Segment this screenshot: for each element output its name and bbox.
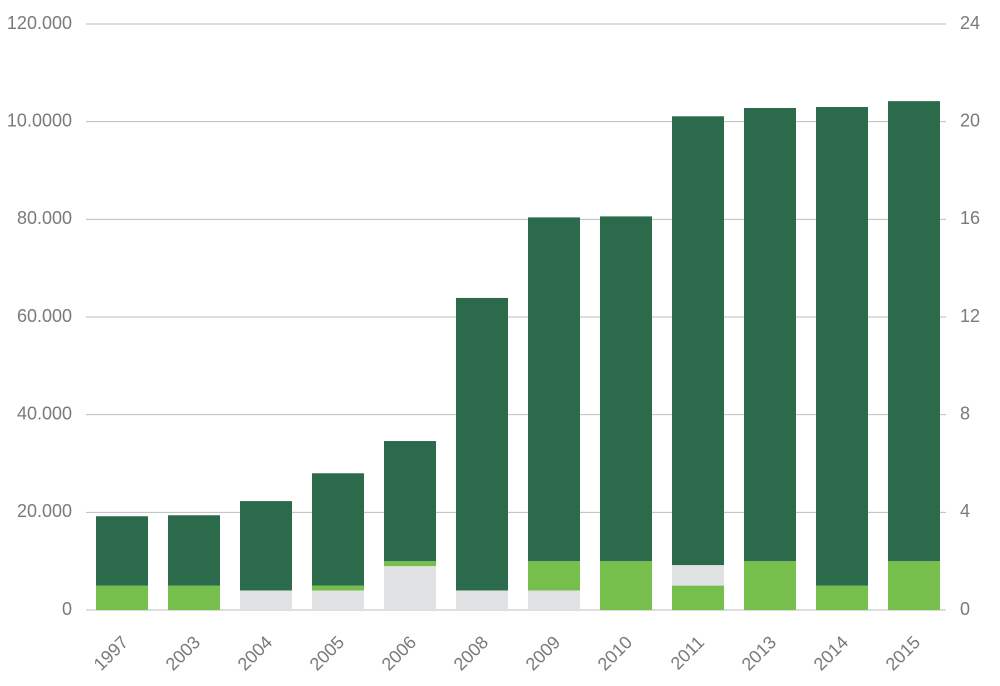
y-tick-label: 10.0000 [7, 110, 72, 130]
x-tick-label: 2010 [594, 632, 636, 674]
bar-segment [312, 473, 364, 586]
bar-segment [168, 515, 220, 586]
bar-segment [96, 585, 148, 610]
bar-segment [384, 561, 436, 567]
bar-segment [240, 590, 292, 610]
x-tick-label: 2004 [234, 632, 276, 674]
y-tick-label: 120.000 [7, 13, 72, 33]
bar-segment [888, 561, 940, 610]
y2-tick-label: 8 [960, 403, 970, 423]
bar-segment [600, 216, 652, 562]
x-tick-label: 2014 [810, 632, 852, 674]
y2-tick-label: 20 [960, 110, 980, 130]
bar-segment [672, 565, 724, 586]
bar-segment [168, 585, 220, 610]
y2-tick-label: 16 [960, 208, 980, 228]
bar-segment [528, 590, 580, 610]
x-tick-label: 2013 [738, 632, 780, 674]
y-tick-label: 40.000 [17, 403, 72, 423]
x-tick-label: 2006 [378, 632, 420, 674]
bar-segment [384, 441, 436, 562]
x-tick-label: 2008 [450, 632, 492, 674]
bar-segment [456, 590, 508, 610]
x-tick-label: 2005 [306, 632, 348, 674]
bar-segment [312, 590, 364, 610]
y2-tick-label: 24 [960, 13, 980, 33]
bar-segment [528, 217, 580, 562]
bar-segment [888, 101, 940, 562]
bar-segment [672, 116, 724, 566]
y-tick-label: 60.000 [17, 306, 72, 326]
x-tick-label: 2011 [667, 632, 709, 674]
bar-segment [456, 297, 508, 591]
bar-segment [744, 107, 796, 562]
bar-segment [384, 566, 436, 610]
y-tick-label: 80.000 [17, 208, 72, 228]
y-tick-label: 20.000 [17, 501, 72, 521]
y-tick-label: 0 [62, 599, 72, 619]
y2-tick-label: 0 [960, 599, 970, 619]
x-tick-label: 2015 [882, 632, 924, 674]
bar-segment [312, 585, 364, 591]
x-tick-label: 1997 [90, 632, 132, 674]
bar-segment [672, 585, 724, 610]
bar-segment [816, 585, 868, 610]
bar-segment [528, 561, 580, 591]
bar-segment [744, 561, 796, 610]
bar-segment [240, 501, 292, 591]
y2-tick-label: 12 [960, 306, 980, 326]
x-tick-label: 2009 [522, 632, 564, 674]
bar-segment [600, 561, 652, 610]
bar-segment [816, 107, 868, 586]
y2-tick-label: 4 [960, 501, 970, 521]
bar-segment [96, 516, 148, 586]
x-tick-label: 2003 [162, 632, 204, 674]
